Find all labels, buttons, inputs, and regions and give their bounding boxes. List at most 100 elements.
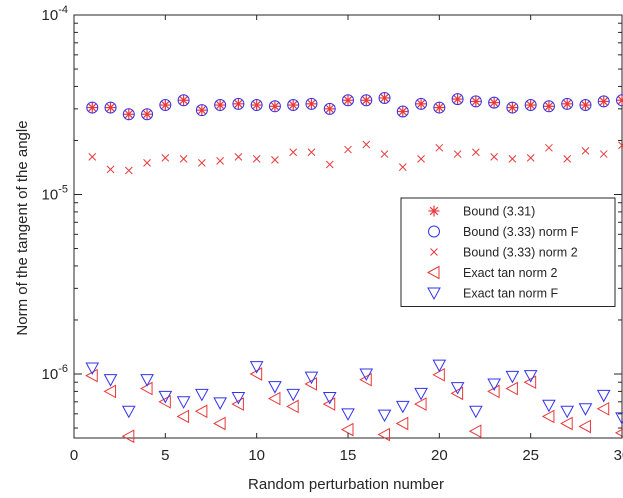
data-point — [560, 405, 575, 419]
data-point — [359, 368, 374, 382]
data-point — [325, 160, 334, 169]
data-point — [198, 159, 206, 167]
data-point — [176, 396, 191, 409]
data-point — [541, 409, 555, 424]
axes: 0 5 10 15 20 25 30 10-6 10-5 10-4 — [42, 4, 623, 464]
data-point — [268, 381, 282, 394]
x-tick-label: 30 — [614, 447, 623, 464]
data-point — [596, 401, 610, 416]
data-point — [287, 99, 300, 112]
data-point — [450, 386, 464, 401]
y-tick-label: 10-5 — [42, 183, 68, 203]
data-point — [86, 102, 98, 114]
data-point — [213, 416, 226, 431]
data-point — [252, 154, 261, 163]
data-point — [88, 153, 97, 161]
data-point — [103, 384, 117, 399]
y-tick-label: 10-4 — [42, 4, 68, 24]
data-point — [395, 400, 410, 414]
data-point — [342, 94, 354, 107]
legend-label: Exact tan norm 2 — [463, 266, 558, 280]
legend-marker — [428, 225, 440, 238]
data-point — [178, 94, 190, 106]
data-point — [395, 416, 409, 431]
data-point — [141, 108, 153, 120]
data-point — [305, 97, 318, 110]
data-point — [141, 108, 154, 121]
data-point — [490, 153, 498, 161]
data-point — [271, 155, 279, 164]
data-point — [545, 143, 553, 152]
data-point — [287, 99, 299, 111]
data-point — [377, 427, 391, 442]
data-point — [415, 98, 427, 110]
data-point — [340, 422, 354, 437]
data-point — [488, 97, 500, 109]
data-point — [561, 98, 573, 110]
data-point — [214, 99, 227, 112]
data-point — [526, 154, 535, 162]
data-point — [433, 101, 446, 114]
data-point — [195, 388, 209, 402]
data-point — [561, 97, 574, 110]
data-point — [581, 147, 590, 155]
data-point — [176, 409, 190, 424]
data-point — [505, 381, 518, 396]
legend: Bound (3.31) Bound (3.33) norm F Bound (3.… — [400, 197, 616, 307]
y-axis-label: Norm of the tangent of the angle — [14, 120, 31, 335]
data-point — [360, 94, 372, 106]
legend-marker — [426, 265, 440, 280]
data-point — [616, 94, 623, 106]
legend-marker — [428, 205, 440, 217]
data-point — [231, 391, 246, 405]
data-point — [286, 388, 301, 402]
data-point — [472, 148, 480, 157]
data-point — [452, 93, 464, 105]
data-point — [105, 102, 117, 114]
data-point — [268, 100, 281, 113]
data-point — [231, 397, 244, 411]
data-point — [453, 150, 462, 158]
legend-label: Bound (3.33) norm 2 — [463, 246, 578, 260]
data-point — [250, 99, 263, 112]
data-marks — [85, 91, 623, 444]
data-point — [523, 375, 537, 390]
data-point — [397, 105, 409, 117]
data-point — [362, 140, 371, 149]
data-point — [286, 399, 299, 414]
data-point — [195, 104, 208, 117]
data-point — [85, 362, 100, 376]
data-point — [414, 397, 427, 411]
data-point — [269, 100, 281, 112]
data-point — [579, 99, 592, 112]
legend-label: Exact tan norm F — [463, 287, 559, 301]
data-point — [451, 93, 464, 106]
data-point — [158, 394, 171, 409]
data-point — [468, 424, 482, 439]
data-point — [159, 99, 172, 112]
data-point — [322, 391, 337, 405]
data-point — [214, 99, 226, 111]
data-point — [378, 91, 391, 104]
data-point — [543, 100, 555, 112]
data-point — [305, 98, 317, 110]
data-point — [194, 404, 208, 419]
data-point — [104, 101, 117, 114]
data-point — [542, 100, 555, 113]
data-point — [251, 99, 263, 111]
data-point — [469, 95, 482, 108]
data-point — [525, 99, 537, 111]
data-point — [563, 154, 572, 163]
data-point — [618, 141, 623, 150]
data-point — [579, 99, 591, 111]
data-point — [597, 95, 610, 108]
data-point — [161, 154, 170, 162]
data-point — [342, 94, 354, 106]
data-point — [249, 361, 264, 374]
x-tick-label: 5 — [161, 447, 169, 464]
data-point — [379, 92, 391, 104]
data-point — [216, 156, 224, 165]
data-point — [598, 95, 610, 107]
data-point — [599, 150, 608, 158]
